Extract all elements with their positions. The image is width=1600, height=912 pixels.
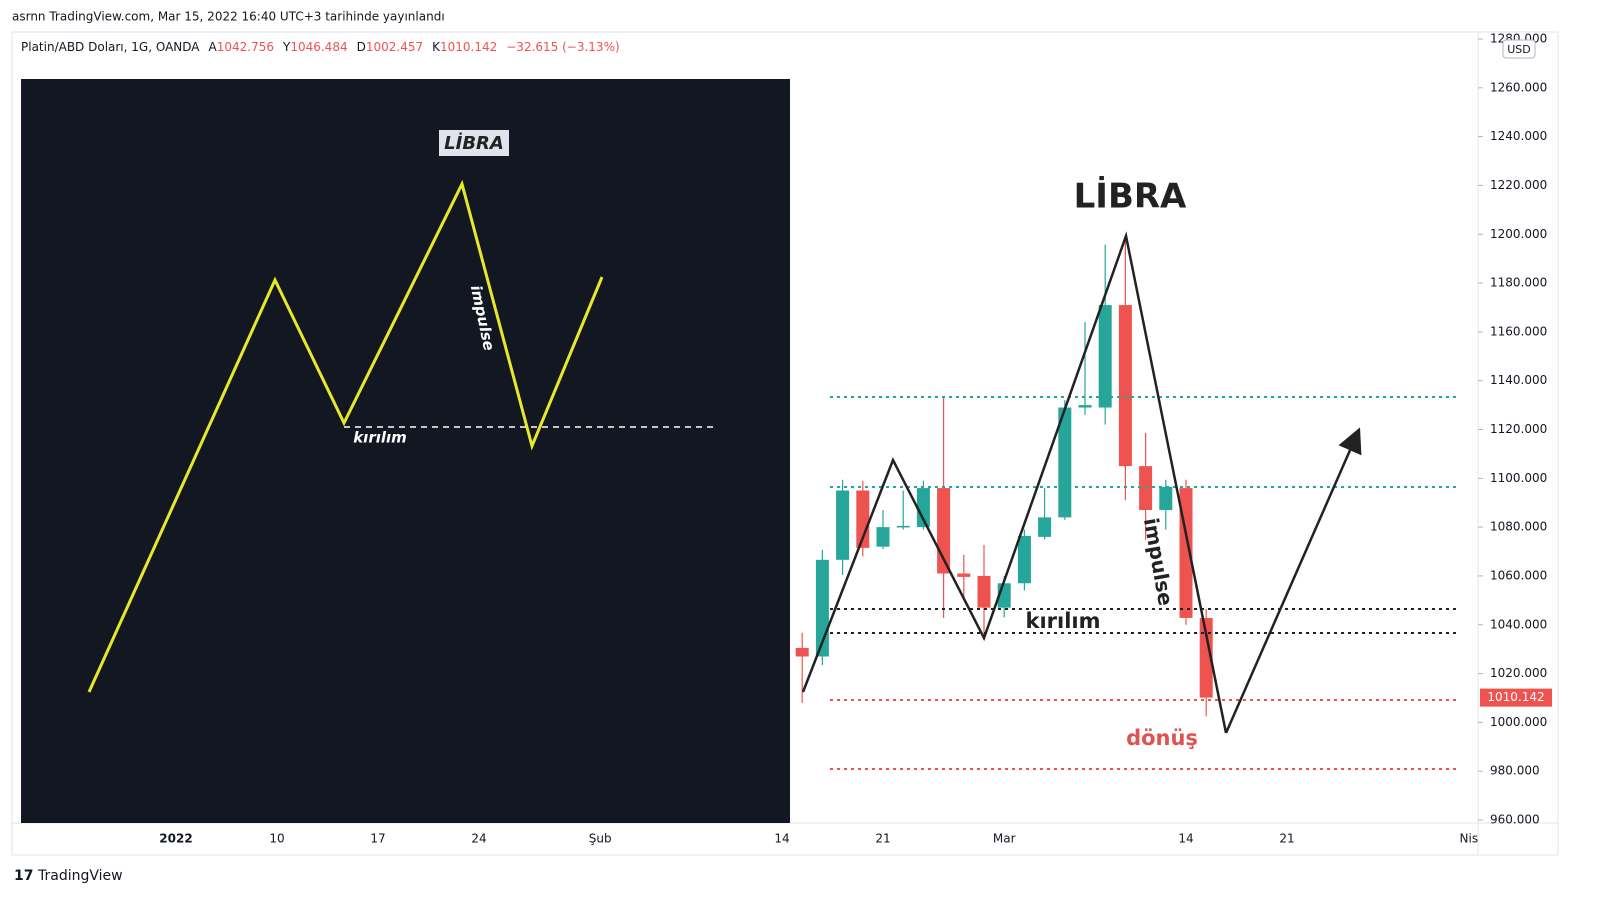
candle-body xyxy=(1199,618,1213,698)
x-tick-label: 10 xyxy=(269,832,284,846)
candle-body xyxy=(1098,305,1112,408)
header-text: Y xyxy=(282,40,291,54)
candle-body xyxy=(896,525,910,528)
candle-body xyxy=(836,490,850,560)
y-tick-label: 1040.000 xyxy=(1490,617,1547,631)
y-tick-label: 1000.000 xyxy=(1490,715,1547,729)
inset-title: LİBRA xyxy=(444,132,504,154)
y-tick-label: 1180.000 xyxy=(1490,276,1547,290)
x-tick-label: 17 xyxy=(370,832,385,846)
y-tick-label: 1200.000 xyxy=(1490,227,1547,241)
candle-body xyxy=(795,647,809,657)
inset-title-box xyxy=(439,130,509,156)
candle-body xyxy=(916,488,930,528)
header-text: 1010.142 xyxy=(439,40,498,54)
candle-body xyxy=(876,527,890,547)
annotation-reversal: dönüş xyxy=(1126,726,1198,750)
candle-body xyxy=(1017,535,1031,584)
header-text: 1042.756 xyxy=(216,40,274,54)
header-text: K xyxy=(432,40,440,54)
frame xyxy=(11,31,1559,856)
x-tick-label: Nis xyxy=(1460,832,1479,846)
candle-body xyxy=(1139,466,1153,511)
inset-bg xyxy=(21,79,790,823)
header-text: A xyxy=(208,40,217,54)
candle-body xyxy=(1078,405,1092,408)
y-tick-label: 960.000 xyxy=(1490,813,1540,827)
caption: asrnn TradingView.com, Mar 15, 2022 16:4… xyxy=(12,10,445,24)
x-tick-label: 21 xyxy=(1279,832,1294,846)
x-tick-label: 2022 xyxy=(159,832,192,846)
last-price-box xyxy=(1480,688,1552,707)
y-tick-label: 1020.000 xyxy=(1490,666,1547,680)
currency: USD xyxy=(1507,43,1531,56)
annotation-impulse: impulse xyxy=(1139,516,1178,607)
y-tick-label: 1260.000 xyxy=(1490,80,1547,94)
y-tick-label: 1220.000 xyxy=(1490,178,1547,192)
inset-line xyxy=(87,179,604,693)
annotation-breakout: kırılım xyxy=(1026,609,1101,633)
y-tick-label: 1160.000 xyxy=(1490,324,1547,338)
y-tick-label: 1100.000 xyxy=(1490,471,1547,485)
last-price-label: 1010.142 xyxy=(1487,690,1544,704)
inset: LİBRA impulse kırılım xyxy=(21,79,790,823)
y-tick-label: 1120.000 xyxy=(1490,422,1547,436)
x-tick-label: 24 xyxy=(471,832,486,846)
x-tick-label: 21 xyxy=(875,832,890,846)
candles xyxy=(795,239,1213,717)
candle-body xyxy=(1058,407,1072,518)
header-text: 1046.484 xyxy=(290,40,348,54)
annotation-title: LİBRA xyxy=(1074,176,1187,217)
header-text: D xyxy=(356,40,366,54)
x-tick-label: Mar xyxy=(993,832,1016,846)
annotations xyxy=(830,396,1460,770)
y-tick-label: 980.000 xyxy=(1490,764,1540,778)
candle-body xyxy=(1038,517,1052,537)
pattern-line xyxy=(801,231,1228,734)
symbol-header: Platin/ABD Doları, 1G, OANDA A1042.756 Y10… xyxy=(21,40,629,54)
currency-box xyxy=(1502,39,1536,59)
footer: TradingView xyxy=(37,868,123,884)
x-tick-label: 14 xyxy=(1178,832,1193,846)
y-tick-label: 1060.000 xyxy=(1490,568,1547,582)
candle-body xyxy=(856,490,870,548)
candle-body xyxy=(977,575,991,608)
ticks: 960.000 980.000 1000.000 1020.000 1040.000 10… xyxy=(159,32,1547,846)
y-tick-label: 1140.000 xyxy=(1490,373,1547,387)
y-tick-label: 1080.000 xyxy=(1490,520,1547,534)
header-text: −32.615 (−3.13%) xyxy=(506,40,620,54)
header-text: 1002.457 xyxy=(365,40,424,54)
candle-body xyxy=(1159,486,1173,511)
candle-body xyxy=(1118,305,1132,467)
projection-arrow xyxy=(1224,427,1362,734)
header-text: Platin/ABD Doları, 1G, OANDA xyxy=(21,40,200,54)
inset-breakout: kırılım xyxy=(353,429,407,447)
y-tick-label: 1240.000 xyxy=(1490,129,1547,143)
logo-mark: 17 xyxy=(14,868,33,884)
x-tick-label: Şub xyxy=(589,832,612,846)
candle-body xyxy=(957,573,971,577)
x-tick-label: 14 xyxy=(774,832,789,846)
